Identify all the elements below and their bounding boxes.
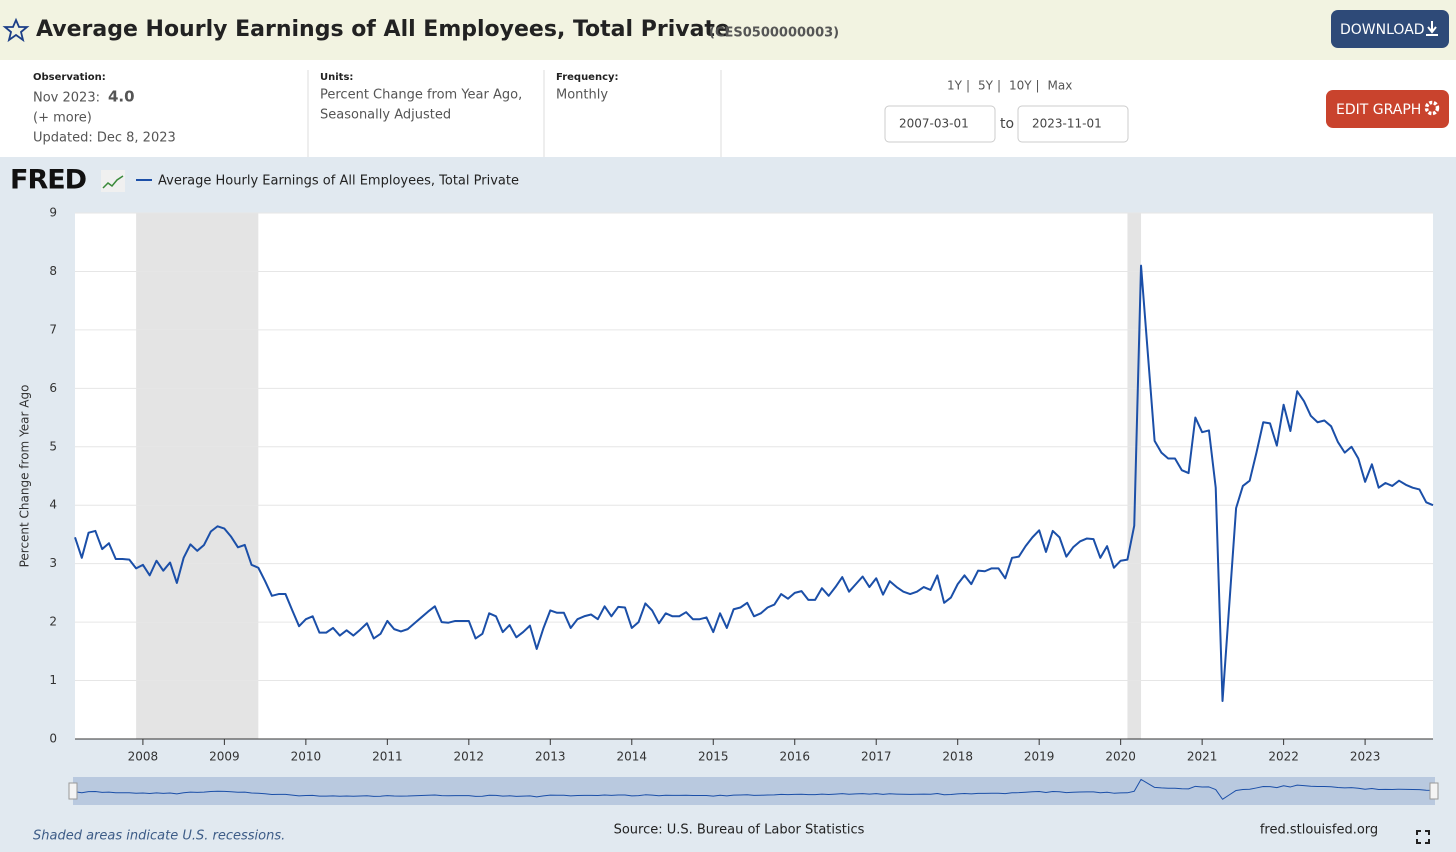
y-tick-label: 7 — [49, 322, 57, 336]
x-tick-label: 2021 — [1187, 750, 1218, 764]
fullscreen-icon[interactable] — [1416, 830, 1430, 844]
x-tick-label: 2013 — [535, 750, 566, 764]
from-date-input[interactable] — [884, 105, 996, 143]
more-link[interactable]: (+ more) — [33, 111, 92, 126]
logo-icon-line — [102, 175, 124, 189]
x-tick-label: 2019 — [1024, 750, 1055, 764]
x-tick-label: 2008 — [128, 750, 159, 764]
frequency-label: Frequency: — [556, 72, 619, 83]
x-tick-label: 2018 — [942, 750, 973, 764]
x-tick-label: 2009 — [209, 750, 240, 764]
fred-logo: FRED — [10, 165, 86, 196]
download-button[interactable] — [1331, 10, 1449, 48]
y-tick-label: 8 — [49, 264, 57, 278]
legend-label: Average Hourly Earnings of All Employees… — [158, 174, 519, 189]
range-button[interactable]: 1Y — [947, 79, 963, 93]
updated: Updated: Dec 8, 2023 — [33, 131, 176, 146]
to-date-input[interactable] — [1017, 105, 1129, 143]
from-date: 2007-03-01 — [899, 117, 969, 131]
observation-value: 4.0 — [108, 88, 135, 106]
favorite-star[interactable] — [2, 17, 30, 43]
range-button[interactable]: 10Y — [1009, 79, 1032, 93]
x-tick-label: 2022 — [1268, 750, 1299, 764]
y-tick-label: 5 — [49, 439, 57, 453]
recession-note: Shaded areas indicate U.S. recessions. — [33, 829, 285, 844]
y-tick-label: 0 — [49, 732, 57, 746]
x-tick-label: 2015 — [698, 750, 729, 764]
plot: 0 1 2 3 4 5 6 7 8 9 2008 2009 2010 2011 2012 2013 2014 20… — [49, 206, 1434, 764]
y-tick-label: 6 — [49, 381, 57, 395]
info-row — [0, 60, 1456, 157]
navigator-handle[interactable] — [68, 782, 78, 800]
navigator-handle[interactable] — [1429, 782, 1439, 800]
series-line — [74, 264, 1434, 703]
gear-icon — [1424, 100, 1440, 116]
navigator[interactable] — [73, 777, 1435, 805]
observation-date: Nov 2023: — [33, 91, 100, 106]
y-tick-label: 9 — [49, 206, 57, 220]
recession-band — [136, 213, 259, 739]
y-tick-label: 1 — [49, 673, 57, 687]
x-tick-label: 2016 — [779, 750, 810, 764]
range-separator: | — [966, 79, 970, 93]
x-tick-label: 2014 — [617, 750, 648, 764]
header-bar — [0, 0, 1456, 60]
download-icon — [1426, 21, 1438, 36]
navigator-line — [74, 778, 1434, 800]
range-separator: | — [997, 79, 1001, 93]
navigator-plot — [74, 778, 1434, 800]
x-tick-label: 2023 — [1350, 750, 1381, 764]
y-axis-label: Percent Change from Year Ago — [18, 385, 32, 568]
units: Percent Change from Year Ago, — [320, 88, 522, 103]
range-buttons: 1Y | 5Y | 10Y | Max — [947, 79, 1072, 93]
units: Seasonally Adjusted — [320, 108, 451, 123]
x-tick-label: 2012 — [454, 750, 485, 764]
to-label: to — [1000, 116, 1014, 132]
x-tick-label: 2011 — [372, 750, 403, 764]
y-tick-label: 2 — [49, 615, 57, 629]
x-tick-label: 2010 — [291, 750, 322, 764]
observation-label: Observation: — [33, 72, 106, 83]
frequency: Monthly — [556, 88, 608, 103]
units-label: Units: — [320, 72, 353, 83]
range-button[interactable]: 5Y — [978, 79, 994, 93]
edit-graph-button[interactable] — [1326, 90, 1449, 128]
download-label: DOWNLOAD — [1340, 22, 1425, 38]
edit-graph-label: EDIT GRAPH — [1336, 102, 1421, 118]
range-separator: | — [1036, 79, 1040, 93]
recession-band — [1127, 213, 1142, 739]
logo-icon — [101, 170, 125, 192]
site: fred.stlouisfed.org — [1260, 823, 1378, 838]
to-date: 2023-11-01 — [1032, 117, 1102, 131]
range-button[interactable]: Max — [1048, 79, 1073, 93]
series-id: (CES0500000003) — [709, 26, 839, 41]
source: Source: U.S. Bureau of Labor Statistics — [614, 823, 865, 838]
y-tick-label: 3 — [49, 556, 57, 570]
x-tick-label: 2020 — [1105, 750, 1136, 764]
plot-area — [75, 213, 1433, 739]
x-tick-label: 2017 — [861, 750, 892, 764]
y-tick-label: 4 — [49, 498, 57, 512]
title: Average Hourly Earnings of All Employees… — [36, 17, 730, 42]
